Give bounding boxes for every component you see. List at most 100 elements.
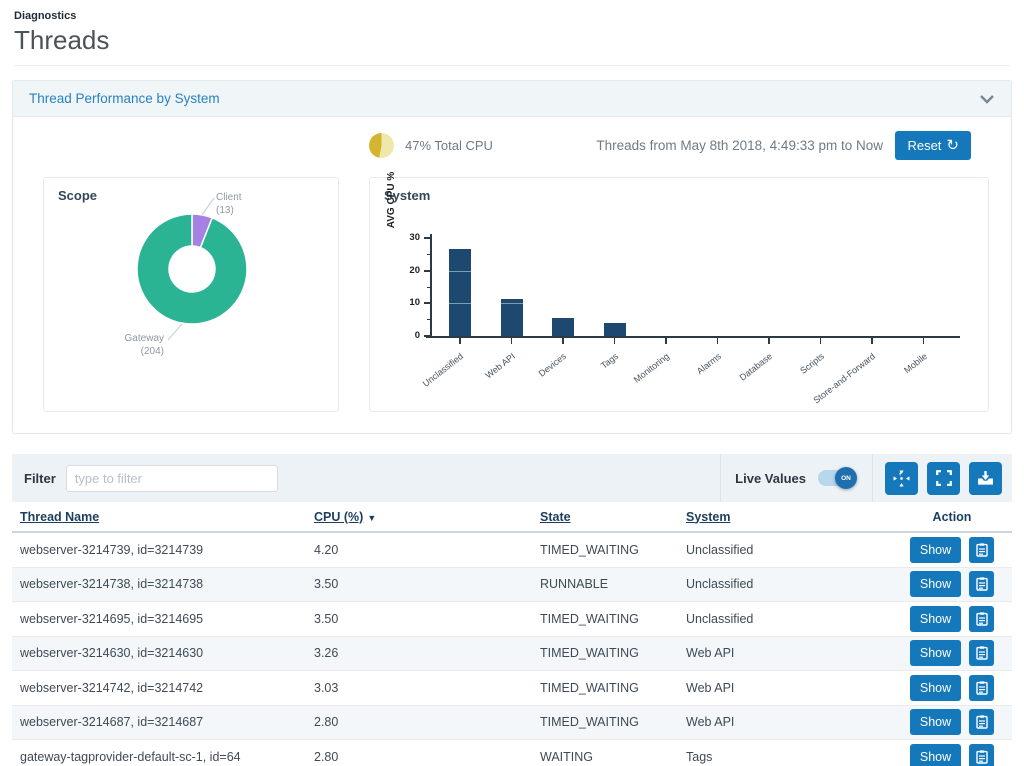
clipboard-icon <box>975 543 988 557</box>
refresh-icon: ↻ <box>946 137 959 154</box>
show-button[interactable]: Show <box>909 536 962 563</box>
clipboard-icon <box>975 681 988 695</box>
table-row: webserver-3214742, id=3214742 3.03 TIMED_W… <box>12 671 1012 706</box>
donut-label-client: Client (13) <box>216 192 242 216</box>
y-minor-tick-15 <box>427 286 430 288</box>
x-axis-line <box>426 336 960 338</box>
grid-line-20 <box>432 270 952 272</box>
x-tick-label-2: Devices <box>536 351 569 379</box>
compress-icon <box>893 469 910 487</box>
download-button[interactable] <box>969 461 1002 495</box>
thread-dump-button[interactable] <box>969 709 995 736</box>
x-tick-0 <box>459 338 461 344</box>
x-tick-9 <box>922 338 924 344</box>
y-tick-label-30: 30 <box>409 232 420 243</box>
scope-chart-box: Scope Client (13) Gateway (204) <box>43 177 339 412</box>
reset-button-label: Reset <box>907 138 942 153</box>
cell-action: Show <box>892 743 1012 766</box>
cell-system: Web API <box>686 646 735 661</box>
cell-state: TIMED_WAITING <box>540 715 639 730</box>
thread-dump-button[interactable] <box>969 674 995 701</box>
table-row: webserver-3214739, id=3214739 4.20 TIMED_W… <box>12 533 1012 568</box>
cell-thread-name: webserver-3214738, id=3214738 <box>20 577 204 592</box>
x-tick-label-7: Scripts <box>797 351 826 376</box>
cell-cpu: 2.80 <box>314 749 339 764</box>
threads-table: Thread Name CPU (%) ▼ State System Action… <box>12 502 1012 766</box>
panel-body: 47% Total CPU Threads from May 8th 2018,… <box>13 117 1011 433</box>
thread-dump-button[interactable] <box>969 536 995 563</box>
cell-state: TIMED_WAITING <box>540 646 639 661</box>
cell-action: Show <box>892 605 1012 632</box>
show-button[interactable]: Show <box>909 674 962 701</box>
cell-state: TIMED_WAITING <box>540 542 639 557</box>
x-tick-3 <box>613 338 615 344</box>
cell-cpu: 3.50 <box>314 611 339 626</box>
toggle-knob[interactable]: ON <box>835 467 857 489</box>
cell-system: Web API <box>686 715 735 730</box>
system-chart-box: System AVG CPU % 0 10 20 30 Unclassified Web … <box>369 172 989 412</box>
col-header-system[interactable]: System <box>686 509 731 524</box>
col-header-state[interactable]: State <box>540 509 571 524</box>
y-minor-tick-25 <box>427 253 430 255</box>
reset-button[interactable]: Reset ↻ <box>895 131 971 160</box>
table-row: webserver-3214630, id=3214630 3.26 TIMED_W… <box>12 636 1012 671</box>
cell-state: RUNNABLE <box>540 577 609 592</box>
expand-button[interactable] <box>927 461 960 495</box>
cell-thread-name: webserver-3214739, id=3214739 <box>20 542 204 557</box>
col-header-cpu[interactable]: CPU (%) ▼ <box>314 509 377 524</box>
cell-action: Show <box>892 674 1012 701</box>
filter-toolbar: Filter Live Values ON <box>12 454 1012 502</box>
bar-tags <box>603 322 626 336</box>
cell-system: Unclassified <box>686 542 754 557</box>
x-tick-6 <box>768 338 770 344</box>
page-header: Diagnostics Threads <box>0 0 1024 66</box>
y-minor-tick-5 <box>427 319 430 321</box>
y-tick-30 <box>424 237 430 239</box>
scope-chart-title: Scope <box>58 188 98 203</box>
x-tick-7 <box>819 338 821 344</box>
live-values-toggle[interactable]: ON <box>818 467 857 489</box>
y-axis-line <box>430 234 432 338</box>
cpu-summary-row: 47% Total CPU Threads from May 8th 2018,… <box>13 131 991 161</box>
show-button[interactable]: Show <box>909 571 962 598</box>
leader-line-client <box>201 197 215 216</box>
scope-donut-chart <box>136 197 248 341</box>
clipboard-icon <box>975 646 988 660</box>
filter-input[interactable] <box>65 464 278 492</box>
table-header-row: Thread Name CPU (%) ▼ State System Action <box>12 502 1012 533</box>
download-icon <box>978 471 993 485</box>
x-tick-label-8: Store-and-Forward <box>811 351 878 406</box>
compress-button[interactable] <box>885 461 918 495</box>
cell-thread-name: webserver-3214742, id=3214742 <box>20 680 204 695</box>
cell-cpu: 2.80 <box>314 715 339 730</box>
table-body: webserver-3214739, id=3214739 4.20 TIMED_W… <box>12 533 1012 766</box>
col-header-action: Action <box>932 509 972 524</box>
thread-dump-button[interactable] <box>969 605 995 632</box>
bar-devices <box>552 318 574 336</box>
x-tick-1 <box>510 338 512 344</box>
x-tick-label-6: Database <box>737 351 775 383</box>
chevron-down-icon[interactable] <box>979 94 995 104</box>
cell-cpu: 4.20 <box>314 542 339 557</box>
page-title: Threads <box>14 25 110 55</box>
cell-action: Show <box>892 709 1012 736</box>
show-button[interactable]: Show <box>909 743 962 766</box>
thread-dump-button[interactable] <box>969 640 995 667</box>
col-header-thread-name[interactable]: Thread Name <box>20 509 100 524</box>
show-button[interactable]: Show <box>909 605 962 632</box>
donut-label-gateway: Gateway (204) <box>124 333 164 357</box>
donut-slice-gateway[interactable] <box>136 213 248 325</box>
cell-cpu: 3.50 <box>314 577 339 592</box>
cell-action: Show <box>892 536 1012 563</box>
cell-state: WAITING <box>540 749 594 764</box>
show-button[interactable]: Show <box>909 709 962 736</box>
y-tick-label-10: 10 <box>409 297 420 309</box>
cell-thread-name: webserver-3214630, id=3214630 <box>20 646 204 661</box>
panel-header[interactable]: Thread Performance by System <box>13 81 1011 117</box>
show-button[interactable]: Show <box>909 640 962 667</box>
thread-dump-button[interactable] <box>969 571 995 598</box>
thread-dump-button[interactable] <box>969 743 995 766</box>
y-tick-0 <box>424 335 430 337</box>
cell-system: Unclassified <box>686 577 754 592</box>
leader-line-gateway <box>167 323 183 341</box>
